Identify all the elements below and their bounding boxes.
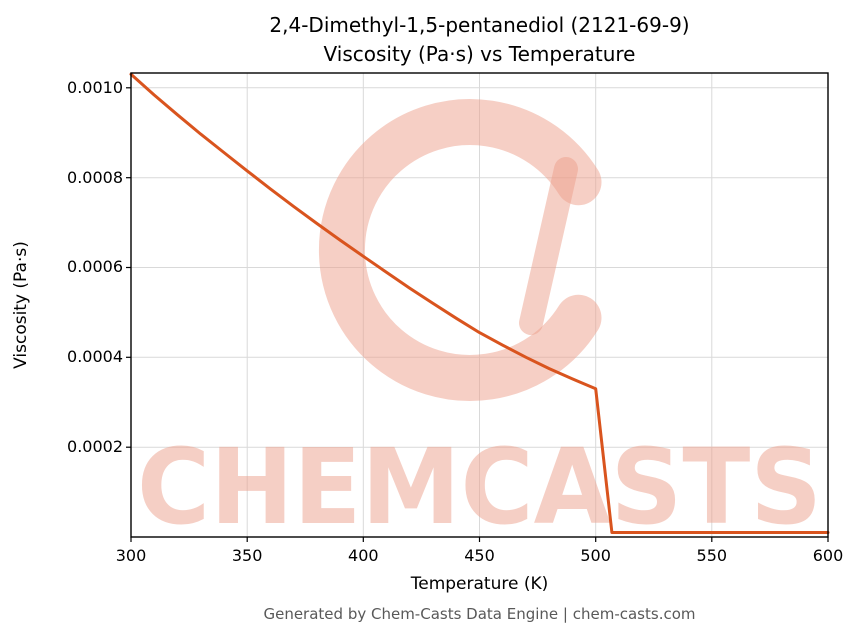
watermark-logo-icon — [319, 99, 602, 401]
x-tick-label: 600 — [812, 546, 844, 565]
y-tick-label: 0.0008 — [67, 167, 123, 187]
watermark-logo-slash-icon — [519, 157, 578, 335]
chart-title-line2: Viscosity (Pa·s) vs Temperature — [323, 42, 636, 66]
chart-title-line1: 2,4-Dimethyl-1,5-pentanediol (2121-69-9) — [269, 13, 690, 37]
x-axis-label: Temperature (K) — [410, 574, 549, 594]
y-axis-label: Viscosity (Pa·s) — [11, 241, 31, 369]
chart-title: 2,4-Dimethyl-1,5-pentanediol (2121-69-9)… — [131, 11, 828, 69]
x-tick-label: 350 — [231, 546, 263, 565]
x-tick-label: 550 — [696, 546, 728, 565]
x-tick-label: 400 — [348, 546, 379, 565]
x-tick-label: 300 — [115, 546, 147, 565]
watermark-text: CHEMCASTS — [137, 426, 822, 548]
plot-area: CHEMCASTS — [126, 72, 830, 548]
x-tick-label: 450 — [464, 546, 495, 565]
y-tick-label: 0.0010 — [67, 77, 123, 97]
plot-border — [130, 72, 829, 538]
footer-text: Generated by Chem-Casts Data Engine | ch… — [263, 605, 696, 623]
y-tick-label: 0.0006 — [67, 257, 123, 277]
y-tick-label: 0.0004 — [67, 347, 123, 367]
y-tick-label: 0.0002 — [67, 437, 123, 457]
data-line — [129, 72, 830, 534]
x-tick-label: 500 — [580, 546, 611, 565]
